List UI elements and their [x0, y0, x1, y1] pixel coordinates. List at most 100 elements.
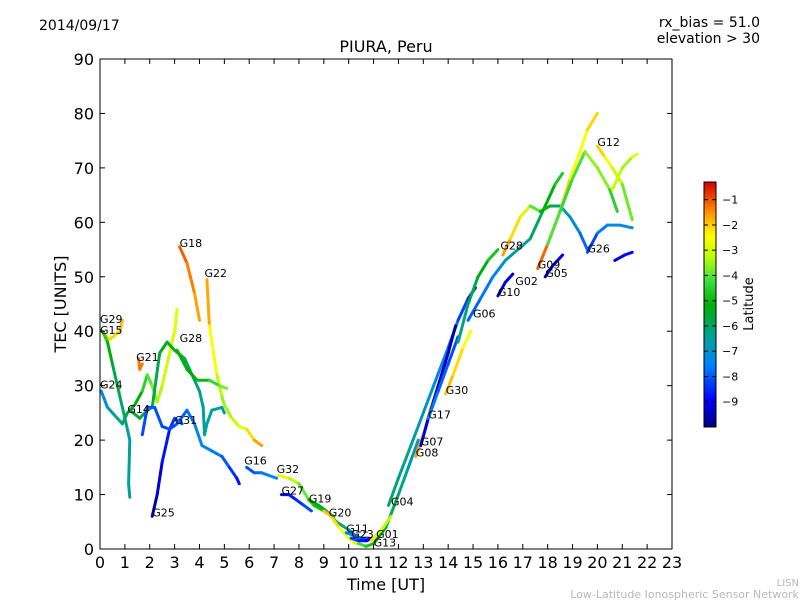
series-segment — [476, 258, 490, 279]
series-segment — [479, 275, 495, 301]
series-segment — [461, 329, 473, 350]
series-segment — [245, 465, 256, 475]
series-segment — [466, 275, 480, 306]
series-segment — [210, 405, 224, 412]
series-segment — [133, 389, 144, 407]
series-segment — [434, 346, 450, 382]
series-label: G07 — [421, 436, 444, 449]
series-segment — [568, 215, 582, 235]
series-segment — [138, 362, 144, 371]
series-segment — [175, 408, 189, 426]
series-segment — [546, 209, 562, 246]
series-label: G01 — [376, 528, 399, 541]
series-segment — [396, 465, 410, 497]
series-G14b — [610, 152, 639, 192]
series-segment — [620, 155, 634, 170]
colorbar: −1 −2 −3 −4 −5 −6 −7 −8 −9 Latitude — [703, 181, 757, 428]
series-segment — [337, 525, 351, 540]
series-segment — [287, 476, 301, 486]
series-segment — [571, 150, 587, 181]
series-segment — [307, 498, 321, 507]
x-tick-label: 13 — [413, 553, 433, 572]
series-segment — [207, 378, 221, 388]
series-G21 — [137, 356, 144, 371]
series-segment — [227, 465, 239, 480]
y-tick-label: 20 — [74, 431, 94, 450]
series-segment — [245, 427, 256, 442]
series-segment — [217, 384, 229, 390]
y-axis-label: TEC [UNITS] — [51, 256, 70, 354]
series-segment — [160, 427, 172, 464]
y-tick-label: 40 — [74, 322, 94, 341]
series-segment — [106, 340, 114, 366]
series-segment — [155, 384, 164, 404]
series-G27 — [280, 493, 313, 513]
x-tick-label: 21 — [612, 553, 632, 572]
x-tick-label: 19 — [562, 553, 582, 572]
series-segment — [456, 297, 470, 322]
series-segment — [160, 351, 172, 388]
series-segment — [110, 362, 122, 399]
series-label: G28 — [180, 332, 203, 345]
series-segment — [185, 408, 196, 426]
series-segment — [541, 182, 557, 213]
series-segment — [372, 525, 388, 546]
y-tick-label: 90 — [74, 50, 94, 69]
series-segment — [595, 144, 607, 159]
x-tick-label: 20 — [587, 553, 607, 572]
series-segment — [312, 503, 326, 513]
series-segment — [595, 223, 609, 235]
series-segment — [203, 422, 209, 437]
series-segment — [302, 503, 313, 513]
series-label: G09 — [538, 259, 561, 272]
series-segment — [193, 422, 204, 448]
series-segment — [113, 414, 124, 426]
series-label: G18 — [180, 237, 203, 250]
y-tick-label: 30 — [74, 377, 94, 396]
series-label: G26 — [587, 242, 610, 255]
series-segment — [295, 498, 306, 507]
footer-network: Low-Latitude Ionospheric Sensor Network — [570, 588, 799, 600]
series-segment — [419, 416, 430, 448]
series-segment — [409, 411, 425, 448]
series-segment — [140, 373, 149, 393]
series-segment — [553, 171, 565, 186]
series-segment — [165, 340, 177, 352]
series-segment — [583, 150, 599, 170]
series-G26b — [613, 250, 634, 262]
series-segment — [456, 302, 470, 344]
y-tick-label: 10 — [74, 486, 94, 505]
rx-bias-label: rx_bias = 51.0 — [659, 15, 760, 31]
series-segment — [101, 329, 109, 344]
series-G05 — [543, 253, 565, 279]
series-segment — [185, 261, 196, 295]
series-G01 — [369, 514, 393, 543]
x-tick-label: 23 — [662, 553, 682, 572]
series-segment — [220, 405, 226, 415]
series-label: G30 — [446, 384, 469, 397]
series-segment — [396, 444, 413, 480]
series-segment — [235, 476, 241, 486]
series-segment — [444, 373, 455, 396]
x-tick-label: 7 — [269, 553, 279, 572]
series-segment — [220, 454, 231, 469]
series-label: G06 — [473, 308, 496, 321]
series-segment — [496, 280, 507, 298]
series-label: G21 — [136, 351, 159, 364]
series-segment — [329, 514, 341, 529]
colorbar-tick-label: −6 — [722, 320, 738, 333]
series-G26 — [585, 223, 634, 254]
y-axis: 0 10 20 30 40 50 60 70 80 90 — [74, 50, 672, 559]
series-segment — [252, 438, 264, 448]
series-label: G11 — [346, 523, 369, 536]
series-G11 — [344, 531, 371, 540]
series-segment — [446, 335, 460, 366]
series-segment — [207, 324, 219, 377]
series-segment — [436, 362, 450, 393]
series-segment — [387, 476, 400, 507]
series-segment — [123, 416, 132, 442]
series-segment — [334, 520, 351, 532]
date-label: 2014/09/17 — [39, 18, 120, 34]
